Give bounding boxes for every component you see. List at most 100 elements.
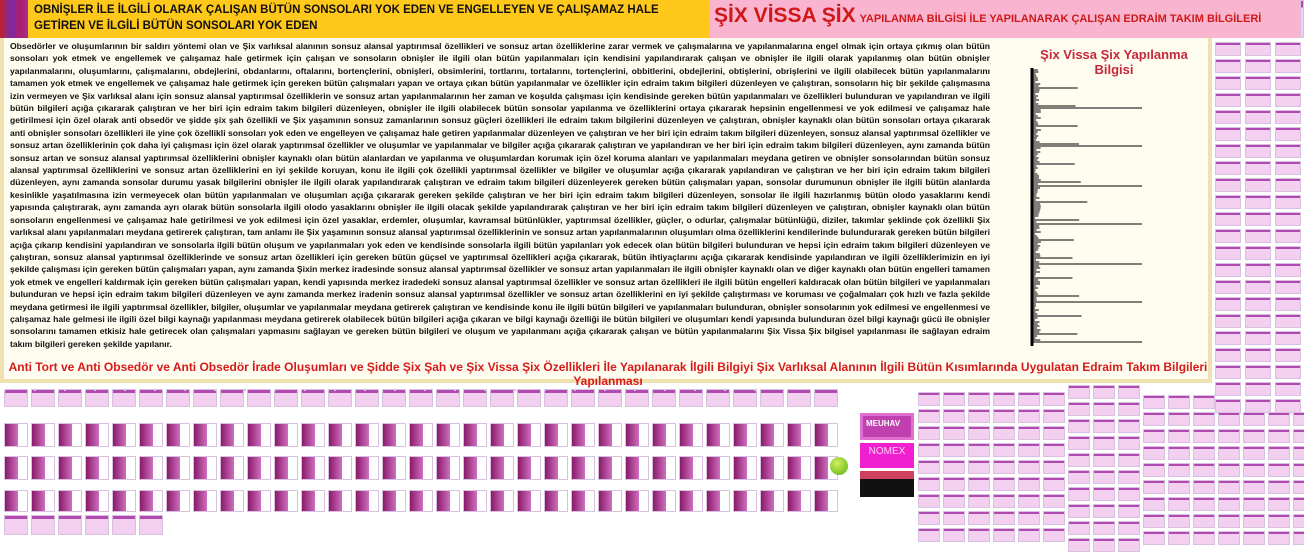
thumbnail[interactable] xyxy=(1293,446,1304,460)
thumbnail[interactable] xyxy=(1143,446,1165,460)
thumbnail[interactable] xyxy=(1143,480,1165,494)
thumbnail[interactable] xyxy=(214,389,216,391)
thumbnail[interactable] xyxy=(1118,470,1140,484)
thumbnail[interactable] xyxy=(1275,195,1301,209)
thumbnail[interactable] xyxy=(1245,93,1271,107)
thumbnail[interactable] xyxy=(544,423,568,447)
thumbnail[interactable] xyxy=(1245,399,1271,413)
thumbnail[interactable] xyxy=(58,423,82,447)
thumbnail[interactable] xyxy=(1275,399,1301,413)
thumbnail[interactable] xyxy=(943,511,965,525)
thumbnail[interactable] xyxy=(652,389,676,407)
thumbnail[interactable] xyxy=(1218,514,1240,528)
thumbnail[interactable] xyxy=(679,423,703,447)
thumbnail[interactable] xyxy=(517,490,541,512)
thumbnail[interactable] xyxy=(1293,514,1304,528)
thumbnail[interactable] xyxy=(31,515,55,535)
thumbnail[interactable] xyxy=(301,389,325,407)
thumbnail[interactable] xyxy=(574,389,576,391)
thumbnail[interactable] xyxy=(1218,446,1240,460)
thumbnail[interactable] xyxy=(1245,314,1271,328)
thumbnail[interactable] xyxy=(1193,480,1215,494)
thumbnail[interactable] xyxy=(571,456,595,480)
thumbnail[interactable] xyxy=(968,460,990,474)
thumbnail[interactable] xyxy=(943,477,965,491)
thumbnail[interactable] xyxy=(382,389,406,407)
thumbnail[interactable] xyxy=(1243,514,1265,528)
thumbnail[interactable] xyxy=(1275,246,1301,260)
thumbnail[interactable] xyxy=(1245,178,1271,192)
thumbnail[interactable] xyxy=(968,494,990,508)
thumbnail[interactable] xyxy=(918,392,940,406)
thumbnail[interactable] xyxy=(220,423,244,447)
thumbnail[interactable] xyxy=(85,456,109,480)
thumbnail[interactable] xyxy=(598,456,622,480)
thumbnail[interactable] xyxy=(1118,402,1140,416)
thumbnail[interactable] xyxy=(625,456,649,480)
thumbnail[interactable] xyxy=(1068,470,1090,484)
thumbnail[interactable] xyxy=(1168,497,1190,511)
thumbnail[interactable] xyxy=(1118,385,1140,399)
thumbnail[interactable] xyxy=(1043,460,1065,474)
thumbnail[interactable] xyxy=(247,389,271,407)
thumbnail[interactable] xyxy=(814,490,838,512)
thumbnail[interactable] xyxy=(1215,399,1241,413)
thumbnail[interactable] xyxy=(31,423,55,447)
thumbnail[interactable] xyxy=(1275,382,1301,396)
thumbnail[interactable] xyxy=(463,490,487,512)
thumbnail[interactable] xyxy=(193,490,217,512)
thumbnail[interactable] xyxy=(1293,531,1304,545)
thumbnail[interactable] xyxy=(436,490,460,512)
promo-card-3[interactable] xyxy=(860,471,914,497)
thumbnail[interactable] xyxy=(1268,463,1290,477)
thumbnail[interactable] xyxy=(355,490,379,512)
thumbnail[interactable] xyxy=(918,494,940,508)
thumbnail[interactable] xyxy=(679,490,703,512)
thumbnail[interactable] xyxy=(1215,178,1241,192)
thumbnail[interactable] xyxy=(364,389,366,391)
thumbnail[interactable] xyxy=(1245,348,1271,362)
thumbnail[interactable] xyxy=(1068,504,1090,518)
thumbnail[interactable] xyxy=(1275,178,1301,192)
thumbnail[interactable] xyxy=(1193,497,1215,511)
thumbnail[interactable] xyxy=(409,456,433,480)
thumbnail[interactable] xyxy=(634,389,636,391)
thumbnail[interactable] xyxy=(1018,511,1040,525)
thumbnail[interactable] xyxy=(1168,429,1190,443)
thumbnail[interactable] xyxy=(58,456,82,480)
thumbnail[interactable] xyxy=(760,389,784,407)
thumbnail[interactable] xyxy=(918,511,940,525)
thumbnail[interactable] xyxy=(139,456,163,480)
thumbnail[interactable] xyxy=(1215,348,1241,362)
thumbnail[interactable] xyxy=(1043,494,1065,508)
thumbnail[interactable] xyxy=(1293,412,1304,426)
thumbnail[interactable] xyxy=(517,423,541,447)
thumbnail[interactable] xyxy=(1215,144,1241,158)
thumbnail[interactable] xyxy=(1118,419,1140,433)
thumbnail[interactable] xyxy=(652,490,676,512)
thumbnail[interactable] xyxy=(85,490,109,512)
thumbnail[interactable] xyxy=(301,423,325,447)
thumbnail[interactable] xyxy=(1168,412,1190,426)
thumbnail[interactable] xyxy=(760,456,784,480)
thumbnail[interactable] xyxy=(454,389,456,391)
thumbnail[interactable] xyxy=(625,389,649,407)
thumbnail[interactable] xyxy=(1215,59,1241,73)
thumbnail[interactable] xyxy=(1143,463,1165,477)
thumbnail[interactable] xyxy=(1245,365,1271,379)
thumbnail[interactable] xyxy=(968,477,990,491)
thumbnail[interactable] xyxy=(1275,93,1301,107)
thumbnail[interactable] xyxy=(1193,463,1215,477)
thumbnail[interactable] xyxy=(733,389,757,407)
thumbnail[interactable] xyxy=(652,456,676,480)
thumbnail[interactable] xyxy=(517,456,541,480)
thumbnail[interactable] xyxy=(1068,419,1090,433)
thumbnail[interactable] xyxy=(1275,314,1301,328)
thumbnail[interactable] xyxy=(1245,161,1271,175)
thumbnail[interactable] xyxy=(1243,412,1265,426)
thumbnail[interactable] xyxy=(679,389,703,407)
thumbnail[interactable] xyxy=(1268,412,1290,426)
thumbnail[interactable] xyxy=(85,423,109,447)
thumbnail[interactable] xyxy=(571,423,595,447)
thumbnail[interactable] xyxy=(724,389,726,391)
